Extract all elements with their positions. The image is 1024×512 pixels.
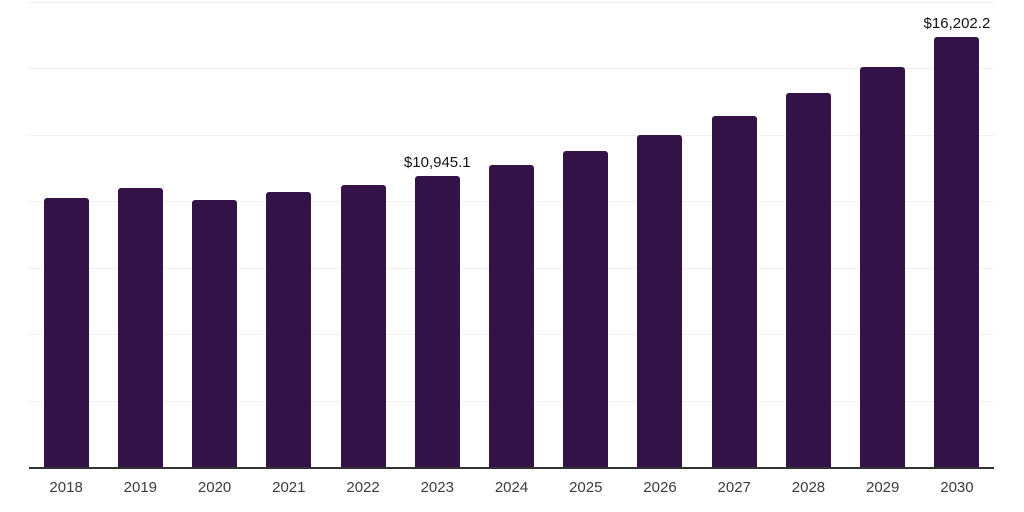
bar-slot-2030: $16,202.2 — [920, 2, 994, 467]
data-label-2023: $10,945.1 — [403, 154, 471, 172]
bar-slot-2027 — [697, 2, 771, 467]
bar-2027 — [711, 115, 757, 467]
bar-2022 — [340, 184, 386, 467]
gridline — [29, 134, 994, 136]
bar-slot-2025 — [549, 2, 623, 467]
plot-area: $10,945.1 $16,202.2 — [29, 2, 994, 469]
x-tick-label-2019: 2019 — [123, 479, 158, 496]
x-tick-label-2030: 2030 — [940, 479, 974, 496]
x-tick-label-2023: 2023 — [420, 479, 454, 496]
bar-slot-2029 — [846, 2, 920, 467]
x-tick-label-2026: 2026 — [643, 479, 677, 496]
bar-2026 — [637, 135, 683, 467]
x-tick-label-2029: 2029 — [866, 479, 900, 496]
bar-slot-2024 — [474, 2, 548, 467]
x-tick-label-2022: 2022 — [346, 479, 380, 496]
bar-2030: $16,202.2 — [924, 15, 990, 467]
bar-slot-2020 — [177, 2, 251, 467]
x-tick-label-2020: 2020 — [197, 479, 232, 496]
data-label-2030: $16,202.2 — [923, 14, 991, 32]
x-tick-label-2024: 2024 — [494, 479, 529, 496]
x-tick-label-2018: 2018 — [49, 479, 83, 496]
bar-slot-2019 — [103, 2, 177, 467]
bar-slot-2018 — [29, 2, 103, 467]
x-tick-label-2028: 2028 — [791, 479, 826, 496]
bars-container: $10,945.1 $16,202.2 — [29, 2, 994, 467]
bar-slot-2028 — [771, 2, 845, 467]
bar-2025 — [563, 151, 609, 467]
bar-2024 — [489, 165, 535, 467]
bar-slot-2021 — [252, 2, 326, 467]
bar-2028 — [785, 93, 831, 467]
bar-slot-2022 — [326, 2, 400, 467]
x-tick-label-2021: 2021 — [272, 479, 306, 496]
bar-slot-2026 — [623, 2, 697, 467]
bar-2019 — [117, 187, 163, 467]
bar-2029 — [860, 66, 906, 467]
bar-2021 — [266, 192, 312, 467]
bar-slot-2023: $10,945.1 — [400, 2, 474, 467]
x-axis-labels: 2018 2019 2020 2021 2022 2023 2024 2025 2026 2027… — [29, 479, 994, 496]
gridline — [29, 68, 994, 70]
x-tick-label-2027: 2027 — [717, 479, 751, 496]
bar-2023: $10,945.1 — [404, 154, 471, 467]
gridline — [29, 2, 994, 3]
bar-2018 — [43, 198, 89, 467]
bar-2020 — [192, 200, 238, 467]
x-tick-label-2025: 2025 — [569, 479, 603, 496]
